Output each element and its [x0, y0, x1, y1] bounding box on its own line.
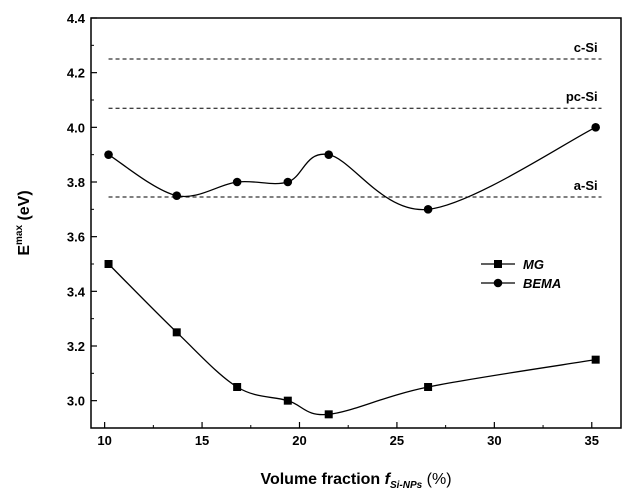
data-point-mg [283, 396, 292, 405]
data-point-bema [232, 177, 242, 187]
y-tick-label: 3.4 [67, 284, 86, 299]
x-axis-label: Volume fraction fSi-NPs (%) [260, 471, 451, 491]
data-point-bema [423, 205, 433, 214]
y-tick-label: 4.4 [67, 11, 86, 26]
y-tick-label: 3.2 [67, 339, 85, 354]
data-point-mg [233, 383, 242, 391]
data-point-mg [424, 383, 433, 391]
x-tick-label: 15 [195, 433, 209, 448]
reference-label-c-si: c-Si [574, 40, 598, 55]
legend-marker-mg [494, 260, 502, 268]
x-tick-label: 30 [487, 433, 501, 448]
plot-area [90, 17, 622, 429]
x-axis-label-f: f [385, 471, 392, 488]
x-axis-label-unit: (%) [422, 471, 451, 488]
y-axis-label-e: E [16, 245, 33, 256]
y-axis-label-unit: (eV) [16, 190, 33, 225]
y-axis-label: Emax (eV) [14, 190, 33, 255]
legend-label-bema: BEMA [523, 276, 561, 291]
data-point-mg [172, 328, 181, 337]
x-tick-label: 10 [97, 433, 111, 448]
series-markers [104, 123, 600, 419]
x-axis-label-main: Volume fraction [260, 471, 384, 488]
y-tick-label: 4.2 [67, 66, 85, 81]
y-tick-label: 3.8 [67, 175, 85, 190]
axis-ticks: 10 15 20 25 30 35 3.0 3.2 3.4 3.6 3.8 4.0 4.2 4.4 [67, 11, 599, 448]
legend: MG BEMA [481, 257, 561, 291]
data-point-bema [172, 191, 182, 200]
data-point-bema [591, 123, 600, 132]
data-point-mg [324, 410, 333, 419]
reference-label-a-si: a-Si [574, 178, 598, 193]
data-point-bema [104, 150, 113, 159]
y-tick-label: 3.0 [67, 394, 85, 409]
y-tick-label: 4.0 [67, 120, 85, 135]
data-point-mg [104, 260, 113, 268]
x-tick-label: 35 [585, 433, 599, 448]
x-axis-label-sub: Si-NPs [390, 480, 423, 491]
x-tick-label: 20 [292, 433, 306, 448]
legend-label-mg: MG [523, 257, 544, 272]
legend-marker-bema [493, 278, 503, 288]
y-tick-label: 3.6 [67, 230, 85, 245]
data-point-bema [324, 150, 334, 159]
y-axis-label-sup: max [14, 225, 25, 245]
reference-label-pc-si: pc-Si [566, 89, 598, 104]
data-point-bema [283, 177, 293, 187]
data-point-mg [591, 355, 600, 364]
x-tick-label: 25 [390, 433, 404, 448]
reference-lines: c-Si pc-Si a-Si [108, 40, 602, 198]
